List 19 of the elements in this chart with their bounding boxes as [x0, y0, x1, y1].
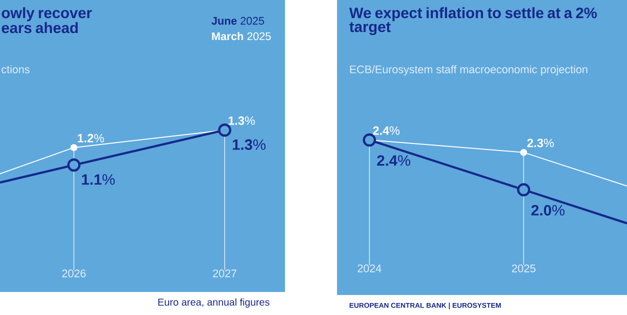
text: March 2025 — [212, 32, 271, 40]
text: June 2025 — [212, 16, 264, 25]
data-label: 2.0% — [531, 204, 565, 216]
x-tick-label: 2024 — [358, 264, 382, 272]
x-tick-label: 2027 — [213, 270, 236, 278]
x-tick-label: 2025 — [512, 264, 536, 272]
data-label: 1.2% — [78, 134, 104, 142]
x-tick-label: 2026 — [62, 270, 86, 278]
data-label: 1.1% — [82, 174, 115, 185]
data-label: 2.4% — [373, 126, 400, 135]
data-label: 2.4% — [377, 155, 410, 166]
chart-subtitle: ECB/Eurosystem staff macroeconomic projection — [350, 65, 588, 76]
data-label: 1.3% — [232, 139, 266, 150]
chart-subtitle: ctions — [2, 65, 30, 74]
data-label: 2.3% — [527, 138, 554, 148]
data-label: 1.3% — [228, 116, 255, 125]
text: Euro area, annual figures — [158, 298, 270, 308]
chart-title: We expect inflation to settle at a 2% target — [349, 7, 597, 36]
chart-title: owly recover ears ahead — [2, 7, 92, 34]
